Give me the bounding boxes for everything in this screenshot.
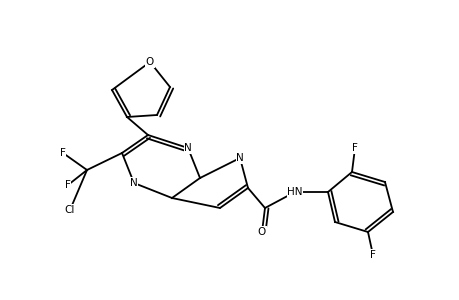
Text: HN: HN (286, 187, 302, 197)
Text: F: F (369, 250, 375, 260)
Text: Cl: Cl (65, 205, 75, 215)
Text: O: O (146, 57, 154, 67)
Text: N: N (235, 153, 243, 163)
Text: O: O (257, 227, 266, 237)
Text: F: F (65, 180, 71, 190)
Text: N: N (184, 143, 191, 153)
Text: F: F (60, 148, 66, 158)
Text: N: N (130, 178, 138, 188)
Text: F: F (351, 143, 357, 153)
